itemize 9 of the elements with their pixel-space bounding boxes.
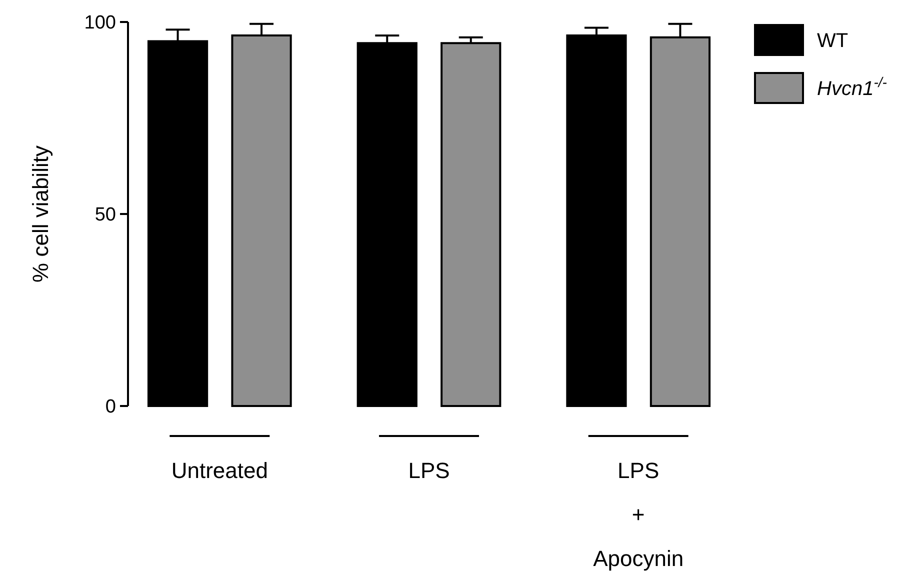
legend-label: WT (817, 30, 848, 52)
x-tick-label: LPS + Apocynin (593, 458, 684, 571)
y-tick-label: 50 (94, 204, 116, 226)
legend-label: Hvcn1$^{-/-}$ (817, 74, 888, 100)
y-tick-label: 100 (84, 12, 116, 34)
x-tick-label: LPS (408, 458, 450, 483)
y-tick-label: 0 (105, 396, 116, 418)
y-axis-title: % cell viability (28, 146, 53, 282)
x-tick-label: Untreated (171, 458, 268, 483)
